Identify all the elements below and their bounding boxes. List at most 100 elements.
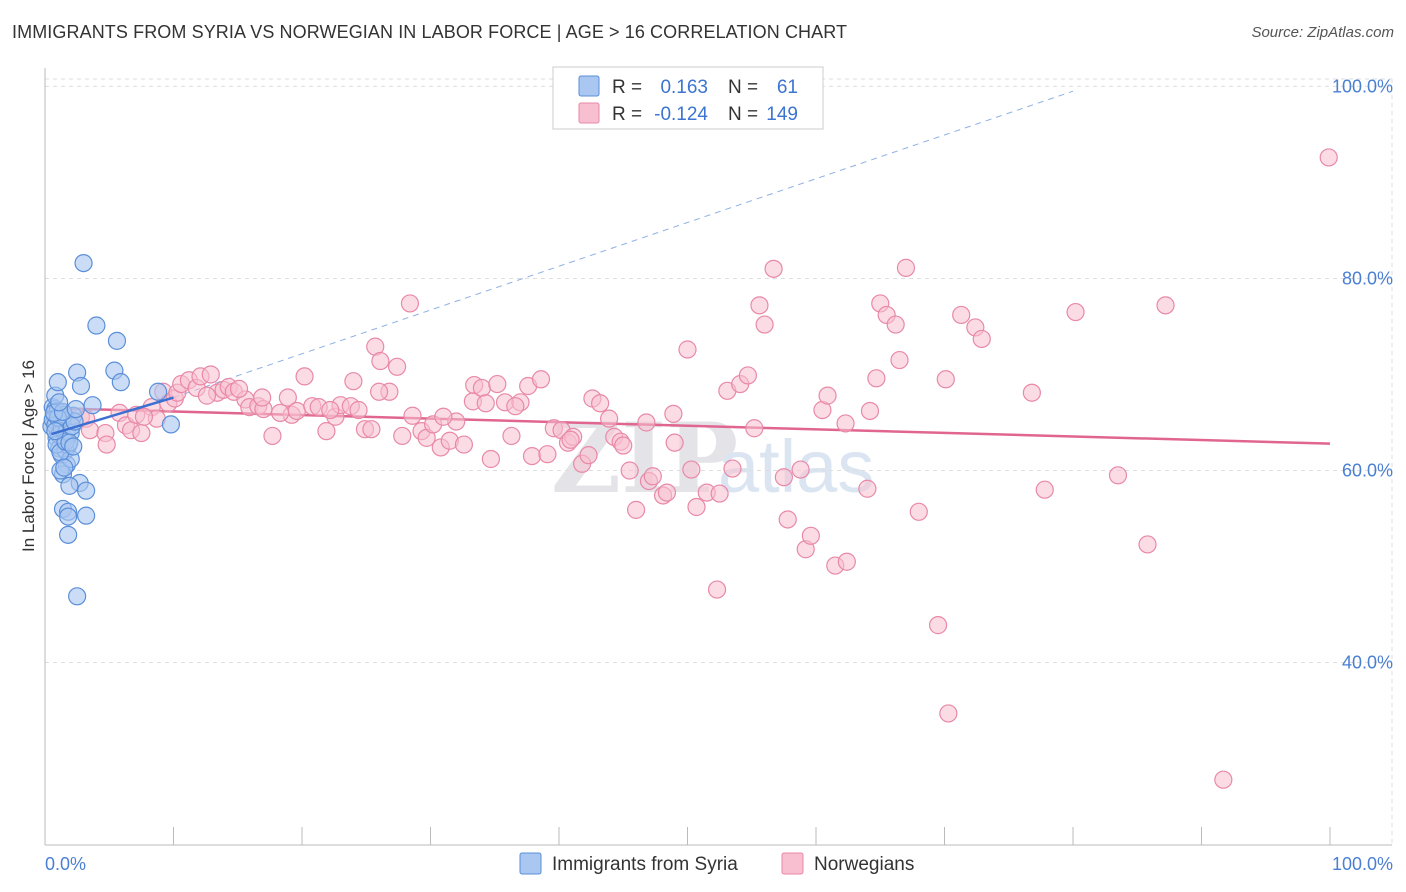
norwegians-point: [745, 419, 764, 438]
norwegians-point: [939, 704, 958, 723]
norwegians-point: [295, 367, 314, 386]
norwegians-point: [472, 378, 491, 398]
norwegians-point: [132, 423, 151, 443]
norwegians-point: [972, 329, 991, 349]
norwegians-point: [321, 400, 340, 420]
norwegians-point: [134, 407, 154, 426]
syria-point: [148, 382, 168, 401]
norwegians-point: [886, 315, 905, 334]
norwegians-point: [755, 315, 774, 334]
syria-point: [55, 458, 74, 477]
syria-point: [66, 399, 85, 419]
norwegians-point: [952, 305, 971, 325]
legend-n-label-syria: N =: [728, 77, 758, 98]
norwegians-point: [836, 414, 855, 433]
norwegians-point: [837, 552, 856, 571]
norwegians-point: [506, 397, 525, 416]
norwegians-point: [538, 445, 557, 464]
norwegians-point: [614, 436, 633, 455]
syria-point: [50, 393, 69, 412]
legend-n-label-norway: N =: [728, 104, 758, 125]
norwegians-point: [201, 365, 220, 384]
top-legend: R = 0.163 N = 61 R = -0.124 N = 149: [552, 66, 824, 130]
bottom-legend-label-norway: Norwegians: [814, 854, 914, 875]
syria-point: [107, 331, 127, 350]
syria-point: [68, 587, 87, 606]
bottom-legend-swatch-syria: [519, 852, 542, 875]
norwegians-point: [434, 407, 453, 426]
norwegians-point: [531, 370, 551, 389]
norwegians-point: [344, 372, 363, 391]
bottom-legend-swatch-norway: [781, 852, 804, 875]
norwegians-point: [890, 350, 909, 370]
norwegians-point: [664, 404, 683, 423]
norwegians-point: [600, 409, 619, 428]
x-tick-labels: 0.0% 100.0%: [45, 854, 1393, 874]
syria-point: [77, 481, 96, 500]
norwegians-point: [253, 388, 272, 407]
norwegians-point: [738, 366, 757, 385]
x-tick-label-max: 100.0%: [1332, 854, 1393, 874]
norwegians-point: [197, 386, 217, 405]
legend-r-value-syria: 0.163: [660, 77, 708, 98]
norwegians-point: [229, 379, 249, 398]
norwegians-point: [928, 616, 948, 635]
y-tick-labels: 40.0% 60.0% 80.0% 100.0%: [1332, 76, 1393, 672]
norwegians-point: [637, 413, 656, 432]
norwegians-point: [502, 426, 521, 446]
y-tick-label: 40.0%: [1342, 653, 1393, 673]
syria-point: [83, 396, 102, 415]
norwegians-point: [591, 394, 610, 413]
norwegians-point: [626, 500, 646, 519]
norwegians-point: [801, 526, 820, 545]
bottom-legend-label-syria: Immigrants from Syria: [552, 854, 738, 875]
norwegians-point: [896, 258, 916, 277]
norwegians-point: [678, 340, 697, 359]
norwegians-point: [682, 460, 701, 479]
trend-line-syria: [51, 396, 174, 436]
norwegians-point: [620, 461, 639, 480]
norwegians-point: [860, 401, 880, 421]
norwegians-point: [278, 388, 297, 407]
norwegians-point: [1108, 466, 1128, 485]
chart-source: Source: ZipAtlas.com: [1251, 24, 1394, 41]
legend-swatch-syria: [578, 75, 600, 97]
norwegians-point: [393, 426, 412, 446]
syria-point: [48, 373, 67, 392]
norwegians-point: [271, 403, 290, 422]
norwegians-point: [371, 351, 390, 371]
norwegians-point: [657, 483, 677, 502]
norwegians-point: [1156, 296, 1175, 315]
norwegians-point: [400, 294, 420, 313]
norwegians-point: [1066, 302, 1085, 322]
x-tick-label-min: 0.0%: [45, 854, 86, 874]
legend-swatch-norway: [578, 102, 600, 124]
norwegians-point: [1035, 480, 1054, 499]
syria-point: [87, 316, 106, 335]
norwegians-point: [791, 460, 810, 479]
series-norwegians: [71, 148, 1338, 789]
y-tick-label: 60.0%: [1342, 461, 1393, 481]
chart-title: IMMIGRANTS FROM SYRIA VS NORWEGIAN IN LA…: [12, 22, 848, 42]
y-axis-label: In Labor Force | Age > 16: [19, 360, 38, 552]
trend-line-syria-extrapolated: [173, 90, 1074, 398]
norwegians-point: [488, 374, 507, 394]
syria-point: [71, 376, 91, 396]
legend-n-value-norway: 149: [766, 104, 798, 125]
legend-r-label-norway: R =: [612, 104, 642, 125]
norwegians-point: [454, 435, 474, 454]
norwegians-point: [476, 394, 495, 413]
norwegians-point: [750, 296, 769, 315]
norwegians-point: [665, 433, 684, 452]
norwegians-point: [349, 400, 368, 420]
norwegians-point: [370, 382, 389, 401]
norwegians-point: [1214, 770, 1233, 789]
legend-r-label-syria: R =: [612, 77, 642, 98]
legend-r-value-norway: -0.124: [654, 104, 708, 125]
norwegians-point: [287, 401, 306, 421]
syria-point: [111, 373, 130, 392]
y-tick-label: 80.0%: [1342, 268, 1393, 288]
norwegians-point: [403, 406, 422, 425]
y-tick-label: 100.0%: [1332, 76, 1393, 96]
